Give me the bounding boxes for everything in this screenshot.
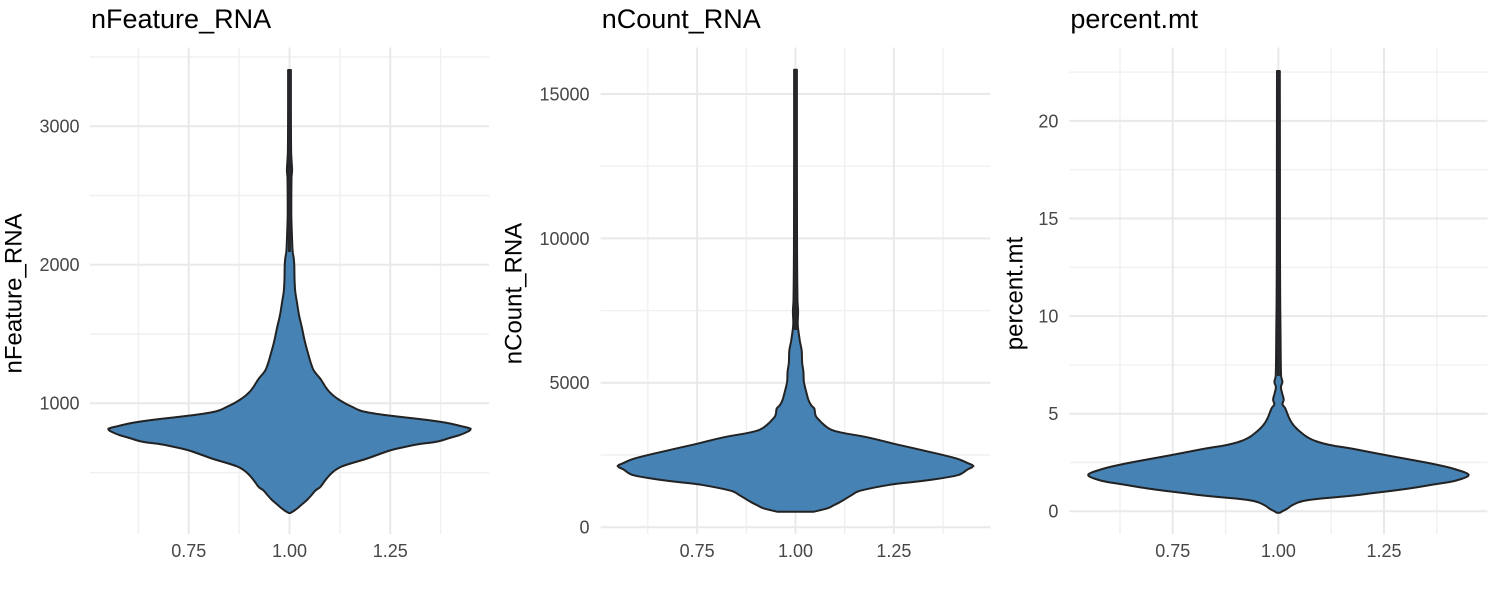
svg-text:nCount_RNA: nCount_RNA bbox=[602, 4, 761, 34]
svg-text:0: 0 bbox=[579, 518, 589, 538]
svg-text:3000: 3000 bbox=[39, 117, 79, 137]
svg-text:15000: 15000 bbox=[539, 84, 589, 104]
svg-text:5000: 5000 bbox=[549, 373, 589, 393]
svg-text:nCount_RNA: nCount_RNA bbox=[501, 223, 528, 364]
svg-text:10: 10 bbox=[1038, 307, 1058, 327]
svg-text:1000: 1000 bbox=[39, 394, 79, 414]
svg-text:10000: 10000 bbox=[539, 229, 589, 249]
svg-text:1.25: 1.25 bbox=[1366, 541, 1401, 561]
svg-text:percent.mt: percent.mt bbox=[1070, 4, 1198, 34]
svg-text:nFeature_RNA: nFeature_RNA bbox=[91, 4, 271, 34]
svg-text:0.75: 0.75 bbox=[171, 541, 206, 561]
svg-text:1.00: 1.00 bbox=[778, 541, 813, 561]
svg-text:2000: 2000 bbox=[39, 255, 79, 275]
svg-text:20: 20 bbox=[1038, 111, 1058, 131]
svg-text:1.25: 1.25 bbox=[373, 541, 408, 561]
svg-text:1.25: 1.25 bbox=[876, 541, 911, 561]
svg-text:0.75: 0.75 bbox=[1155, 541, 1190, 561]
svg-text:0: 0 bbox=[1048, 502, 1058, 522]
svg-text:0.75: 0.75 bbox=[680, 541, 715, 561]
svg-text:5: 5 bbox=[1048, 404, 1058, 424]
svg-text:1.00: 1.00 bbox=[1261, 541, 1296, 561]
svg-text:1.00: 1.00 bbox=[272, 541, 307, 561]
svg-text:15: 15 bbox=[1038, 209, 1058, 229]
svg-text:nFeature_RNA: nFeature_RNA bbox=[1, 213, 28, 373]
svg-text:percent.mt: percent.mt bbox=[1002, 236, 1029, 350]
